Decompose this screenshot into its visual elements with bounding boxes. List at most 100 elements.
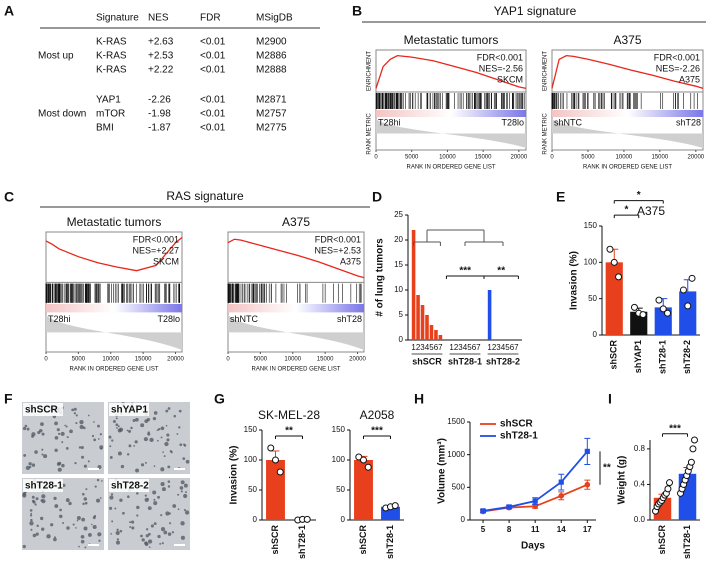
significance: ** xyxy=(603,463,611,474)
phenotype-label: T28hi xyxy=(48,314,71,324)
x-tick-label: shSCR xyxy=(609,340,619,370)
plot-title: Metastatic tumors xyxy=(404,33,499,47)
cell-speck xyxy=(41,527,45,531)
gsea-annotation: A375 xyxy=(340,256,361,266)
cell-speck xyxy=(28,462,32,466)
data-point xyxy=(391,502,399,510)
cell-speck xyxy=(65,498,70,503)
cell-speck xyxy=(41,448,44,451)
cell-speck xyxy=(166,433,170,437)
panel-label: G xyxy=(214,391,225,407)
cell-speck xyxy=(29,465,32,469)
significance: * xyxy=(637,190,641,201)
cell-speck xyxy=(180,535,185,540)
x-tick-label: 4 xyxy=(463,343,468,352)
cell-speck xyxy=(82,502,85,506)
image-label: shT28-2 xyxy=(111,481,149,492)
cell-speck xyxy=(109,495,114,500)
cell-speck xyxy=(153,465,156,467)
x-tick-label: shT28-1 xyxy=(297,525,307,559)
cell-speck xyxy=(62,522,65,525)
cell-speck xyxy=(179,443,183,447)
rank-bar xyxy=(376,110,526,117)
cell-speck xyxy=(53,537,57,542)
cell-speck xyxy=(29,514,33,517)
cell-speck xyxy=(183,493,188,499)
table-cell: BMI xyxy=(96,123,114,134)
x-tick-label: 10000 xyxy=(439,155,456,161)
x-axis-label: RANK IN ORDERED GENE LIST xyxy=(583,165,672,171)
cell-speck xyxy=(144,419,149,423)
image-label-bg xyxy=(23,403,63,416)
y-tick-label: 0 xyxy=(253,515,258,524)
cell-speck xyxy=(180,480,185,485)
data-point xyxy=(655,296,663,304)
cell-speck xyxy=(97,438,100,440)
gsea-annotation: FDR<0.001 xyxy=(315,234,361,244)
plot-title: A375 xyxy=(282,215,310,229)
rank-metric-area xyxy=(228,314,364,350)
cell-speck xyxy=(120,464,125,469)
marker xyxy=(480,508,486,514)
y-tick-label: 100 xyxy=(584,257,598,266)
cell-speck xyxy=(99,433,103,436)
x-tick-label: shSCR xyxy=(358,525,368,555)
data-point xyxy=(666,479,673,487)
cell-speck xyxy=(177,508,180,511)
phenotype-label: shNTC xyxy=(554,117,583,127)
cell-speck xyxy=(81,455,85,459)
x-tick-label: 2 xyxy=(454,343,459,352)
enrichment-curve xyxy=(45,236,183,272)
table-cell: -1.98 xyxy=(148,109,171,120)
cell-speck xyxy=(180,490,183,493)
cell-speck xyxy=(129,525,132,528)
cell-speck xyxy=(148,546,151,549)
cell-speck xyxy=(54,504,59,508)
image-label-bg xyxy=(23,479,63,492)
cell-speck xyxy=(136,505,140,510)
plot-title: A2058 xyxy=(360,408,395,422)
cell-speck xyxy=(144,541,148,545)
cell-speck xyxy=(131,520,135,524)
cell-speck xyxy=(30,528,33,531)
data-point xyxy=(606,245,614,253)
x-tick-label: 4 xyxy=(425,343,430,352)
bar xyxy=(266,460,285,520)
marker xyxy=(584,448,590,454)
y-tick-label: 0 xyxy=(593,330,598,339)
cell-speck xyxy=(39,429,43,433)
phenotype-label: shNTC xyxy=(230,314,259,324)
cell-speck xyxy=(167,407,171,410)
x-tick-label: 0 xyxy=(44,357,48,363)
x-tick-label: shT28-2 xyxy=(682,340,692,374)
data-point xyxy=(272,456,279,464)
table-cell: +2.22 xyxy=(148,65,174,76)
cell-speck xyxy=(183,443,186,446)
x-tick-label: 0 xyxy=(550,155,554,161)
table-cell: mTOR xyxy=(96,109,125,120)
x-tick-label: 5 xyxy=(481,525,486,534)
cell-speck xyxy=(22,426,27,431)
cell-speck xyxy=(40,422,44,427)
data-point xyxy=(679,286,687,294)
cell-speck xyxy=(78,446,82,449)
cell-speck xyxy=(153,411,158,415)
cell-speck xyxy=(80,534,85,539)
cell-speck xyxy=(140,534,143,538)
cell-speck xyxy=(111,520,114,523)
y-tick-label: 20 xyxy=(394,235,403,244)
y-axis-label: RANK METRIC xyxy=(543,113,549,155)
table-cell: K-RAS xyxy=(96,51,127,62)
x-tick-label: 4 xyxy=(501,343,506,352)
group-label: shT28-1 xyxy=(448,356,482,366)
cell-speck xyxy=(75,527,77,529)
x-axis-label: RANK IN ORDERED GENE LIST xyxy=(69,367,158,373)
cell-speck xyxy=(100,447,103,450)
cell-speck xyxy=(166,438,170,442)
cell-speck xyxy=(75,414,78,417)
cell-speck xyxy=(165,424,168,427)
table-header: NES xyxy=(148,13,169,24)
x-tick-label: 20000 xyxy=(687,155,704,161)
y-tick-label: 100 xyxy=(244,455,258,464)
cell-speck xyxy=(157,439,159,442)
